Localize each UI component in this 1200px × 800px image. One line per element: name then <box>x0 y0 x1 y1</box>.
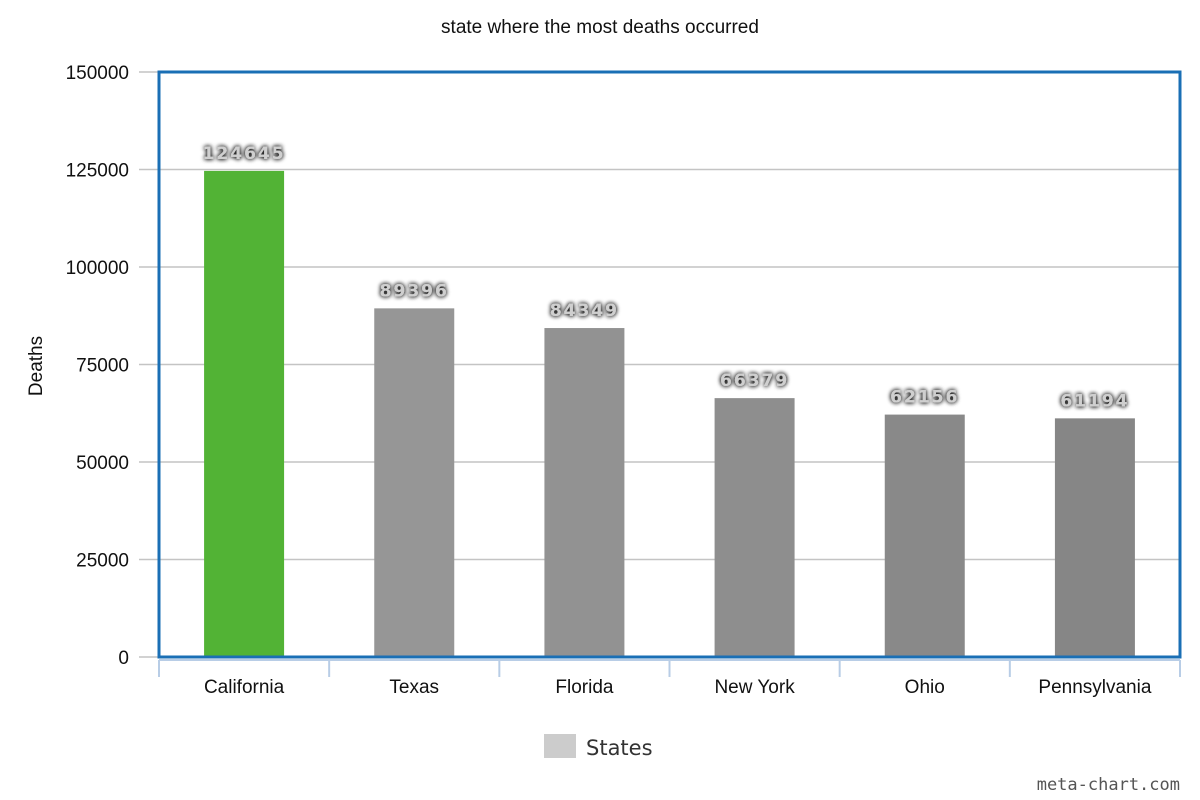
watermark-credit: meta-chart.com <box>1037 775 1180 795</box>
bar-florida[interactable] <box>544 328 625 657</box>
chart-title: state where the most deaths occurred <box>441 17 759 38</box>
bar-ohio[interactable] <box>884 414 965 657</box>
data-label: 124645 <box>203 144 286 164</box>
category-labels: California Texas Florida New York Ohio Pennsy… <box>204 677 1152 698</box>
x-tick-label: California <box>204 677 285 698</box>
y-tick-label: 0 <box>118 648 129 669</box>
bars <box>204 170 1135 657</box>
data-label: 62156 <box>890 388 959 408</box>
x-tick-label: Ohio <box>905 677 945 698</box>
y-tick-label: 150000 <box>66 63 129 84</box>
legend-label: States <box>586 736 653 760</box>
data-label: 84349 <box>550 301 619 321</box>
plot-frame <box>157 70 1182 659</box>
data-label: 61194 <box>1060 391 1129 411</box>
x-tick-label: Florida <box>555 677 614 698</box>
y-tick-label: 100000 <box>66 258 129 279</box>
data-labels: 124645 89396 84349 66379 62156 61194 <box>203 144 1129 411</box>
bar-new-york[interactable] <box>714 398 795 657</box>
data-label: 89396 <box>380 281 449 301</box>
gridlines <box>139 71 1180 658</box>
y-tick-label: 50000 <box>76 453 129 474</box>
y-axis-label: Deaths <box>26 336 47 396</box>
data-label: 66379 <box>720 371 789 391</box>
legend[interactable]: States <box>544 734 653 760</box>
x-tick-label: New York <box>714 677 795 698</box>
y-tick-label: 25000 <box>76 551 129 572</box>
y-tick-label: 75000 <box>76 356 129 377</box>
legend-swatch <box>544 734 576 758</box>
bar-california[interactable] <box>204 170 285 657</box>
x-tick-label: Texas <box>389 677 439 698</box>
bar-pennsylvania[interactable] <box>1054 418 1135 657</box>
x-tick-label: Pennsylvania <box>1038 677 1151 698</box>
bar-texas[interactable] <box>374 308 455 657</box>
y-tick-label: 125000 <box>66 161 129 182</box>
y-tick-labels: 0 25000 50000 75000 100000 125000 150000 <box>66 63 129 669</box>
x-axis <box>158 659 1181 677</box>
